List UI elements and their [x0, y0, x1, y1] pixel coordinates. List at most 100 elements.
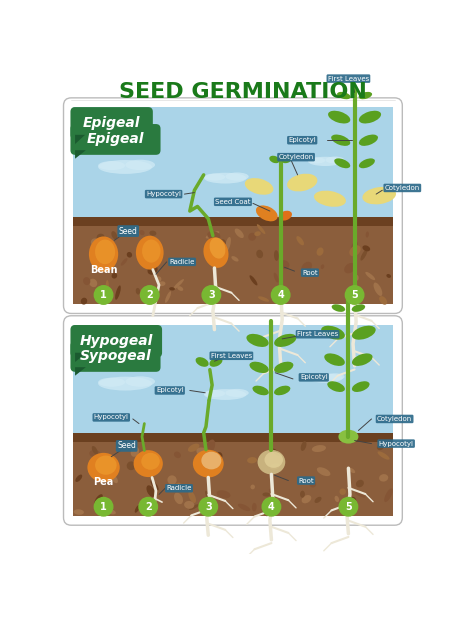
Ellipse shape	[91, 239, 100, 247]
Ellipse shape	[359, 92, 372, 99]
Ellipse shape	[258, 297, 269, 302]
Ellipse shape	[301, 441, 307, 451]
Text: Epicotyl: Epicotyl	[300, 374, 328, 381]
Ellipse shape	[338, 430, 358, 444]
Circle shape	[140, 286, 159, 304]
FancyBboxPatch shape	[71, 325, 162, 358]
Ellipse shape	[146, 485, 155, 497]
Ellipse shape	[89, 237, 118, 272]
Ellipse shape	[140, 288, 151, 296]
Ellipse shape	[73, 509, 84, 515]
Circle shape	[139, 498, 157, 516]
Ellipse shape	[81, 298, 87, 305]
Text: Cotyledon: Cotyledon	[278, 154, 314, 160]
Ellipse shape	[351, 241, 358, 252]
Ellipse shape	[98, 160, 152, 174]
Ellipse shape	[201, 452, 221, 469]
Text: Root: Root	[298, 478, 314, 483]
Ellipse shape	[92, 446, 98, 455]
Ellipse shape	[106, 280, 109, 291]
Ellipse shape	[339, 488, 346, 495]
Ellipse shape	[204, 390, 225, 397]
Ellipse shape	[102, 257, 114, 264]
Ellipse shape	[365, 272, 375, 280]
FancyBboxPatch shape	[64, 316, 402, 525]
Ellipse shape	[360, 249, 367, 260]
Ellipse shape	[301, 495, 311, 503]
Ellipse shape	[204, 174, 225, 181]
Ellipse shape	[189, 504, 199, 510]
Ellipse shape	[359, 111, 381, 123]
Ellipse shape	[257, 450, 285, 474]
Ellipse shape	[115, 285, 121, 300]
Bar	[73, 433, 393, 516]
Ellipse shape	[126, 376, 155, 387]
Text: 2: 2	[145, 502, 152, 511]
Ellipse shape	[210, 357, 222, 367]
Ellipse shape	[205, 491, 210, 501]
Ellipse shape	[301, 262, 312, 272]
Ellipse shape	[352, 353, 373, 366]
Text: Cotyledon: Cotyledon	[377, 416, 412, 422]
Ellipse shape	[274, 362, 293, 373]
Ellipse shape	[169, 287, 175, 290]
Ellipse shape	[94, 494, 103, 504]
Ellipse shape	[359, 158, 375, 168]
Text: Hypocotyl: Hypocotyl	[94, 414, 129, 421]
Ellipse shape	[95, 239, 115, 264]
Ellipse shape	[363, 187, 396, 204]
Ellipse shape	[274, 386, 291, 395]
Ellipse shape	[326, 373, 345, 380]
Ellipse shape	[231, 256, 238, 262]
Ellipse shape	[256, 250, 263, 259]
Ellipse shape	[210, 459, 215, 465]
Ellipse shape	[89, 278, 97, 287]
Text: Seed: Seed	[119, 227, 137, 235]
Ellipse shape	[134, 450, 163, 477]
Ellipse shape	[315, 497, 321, 503]
Ellipse shape	[249, 275, 257, 285]
Ellipse shape	[174, 452, 181, 458]
Ellipse shape	[131, 447, 139, 457]
Ellipse shape	[317, 467, 330, 476]
Ellipse shape	[136, 235, 164, 270]
Ellipse shape	[269, 488, 274, 493]
Ellipse shape	[349, 245, 361, 256]
Text: Radicle: Radicle	[169, 259, 195, 265]
Text: 4: 4	[277, 290, 284, 300]
Ellipse shape	[247, 457, 257, 464]
Ellipse shape	[135, 505, 140, 513]
Polygon shape	[75, 367, 86, 376]
Ellipse shape	[225, 237, 231, 252]
Ellipse shape	[356, 480, 364, 487]
Ellipse shape	[174, 483, 182, 491]
Ellipse shape	[326, 156, 345, 163]
Ellipse shape	[386, 274, 391, 278]
Ellipse shape	[328, 111, 350, 123]
Ellipse shape	[257, 224, 265, 234]
Text: Pea: Pea	[93, 477, 114, 487]
Ellipse shape	[98, 377, 152, 391]
Ellipse shape	[321, 264, 324, 269]
Text: Hypogeal: Hypogeal	[80, 334, 153, 348]
Ellipse shape	[324, 353, 345, 366]
Text: 5: 5	[345, 502, 352, 511]
Ellipse shape	[365, 232, 369, 237]
Ellipse shape	[75, 475, 82, 482]
Ellipse shape	[193, 450, 224, 477]
Text: 2: 2	[146, 290, 153, 300]
Ellipse shape	[196, 357, 209, 367]
Ellipse shape	[167, 475, 177, 485]
Ellipse shape	[331, 135, 350, 146]
Ellipse shape	[272, 449, 280, 456]
Ellipse shape	[253, 386, 269, 395]
Ellipse shape	[250, 485, 255, 489]
Ellipse shape	[121, 258, 128, 265]
Ellipse shape	[337, 92, 351, 99]
Text: First Leaves: First Leaves	[211, 353, 252, 359]
Text: 3: 3	[205, 502, 212, 511]
Ellipse shape	[280, 260, 290, 269]
Ellipse shape	[308, 374, 343, 383]
Circle shape	[272, 286, 290, 304]
Ellipse shape	[98, 161, 125, 170]
